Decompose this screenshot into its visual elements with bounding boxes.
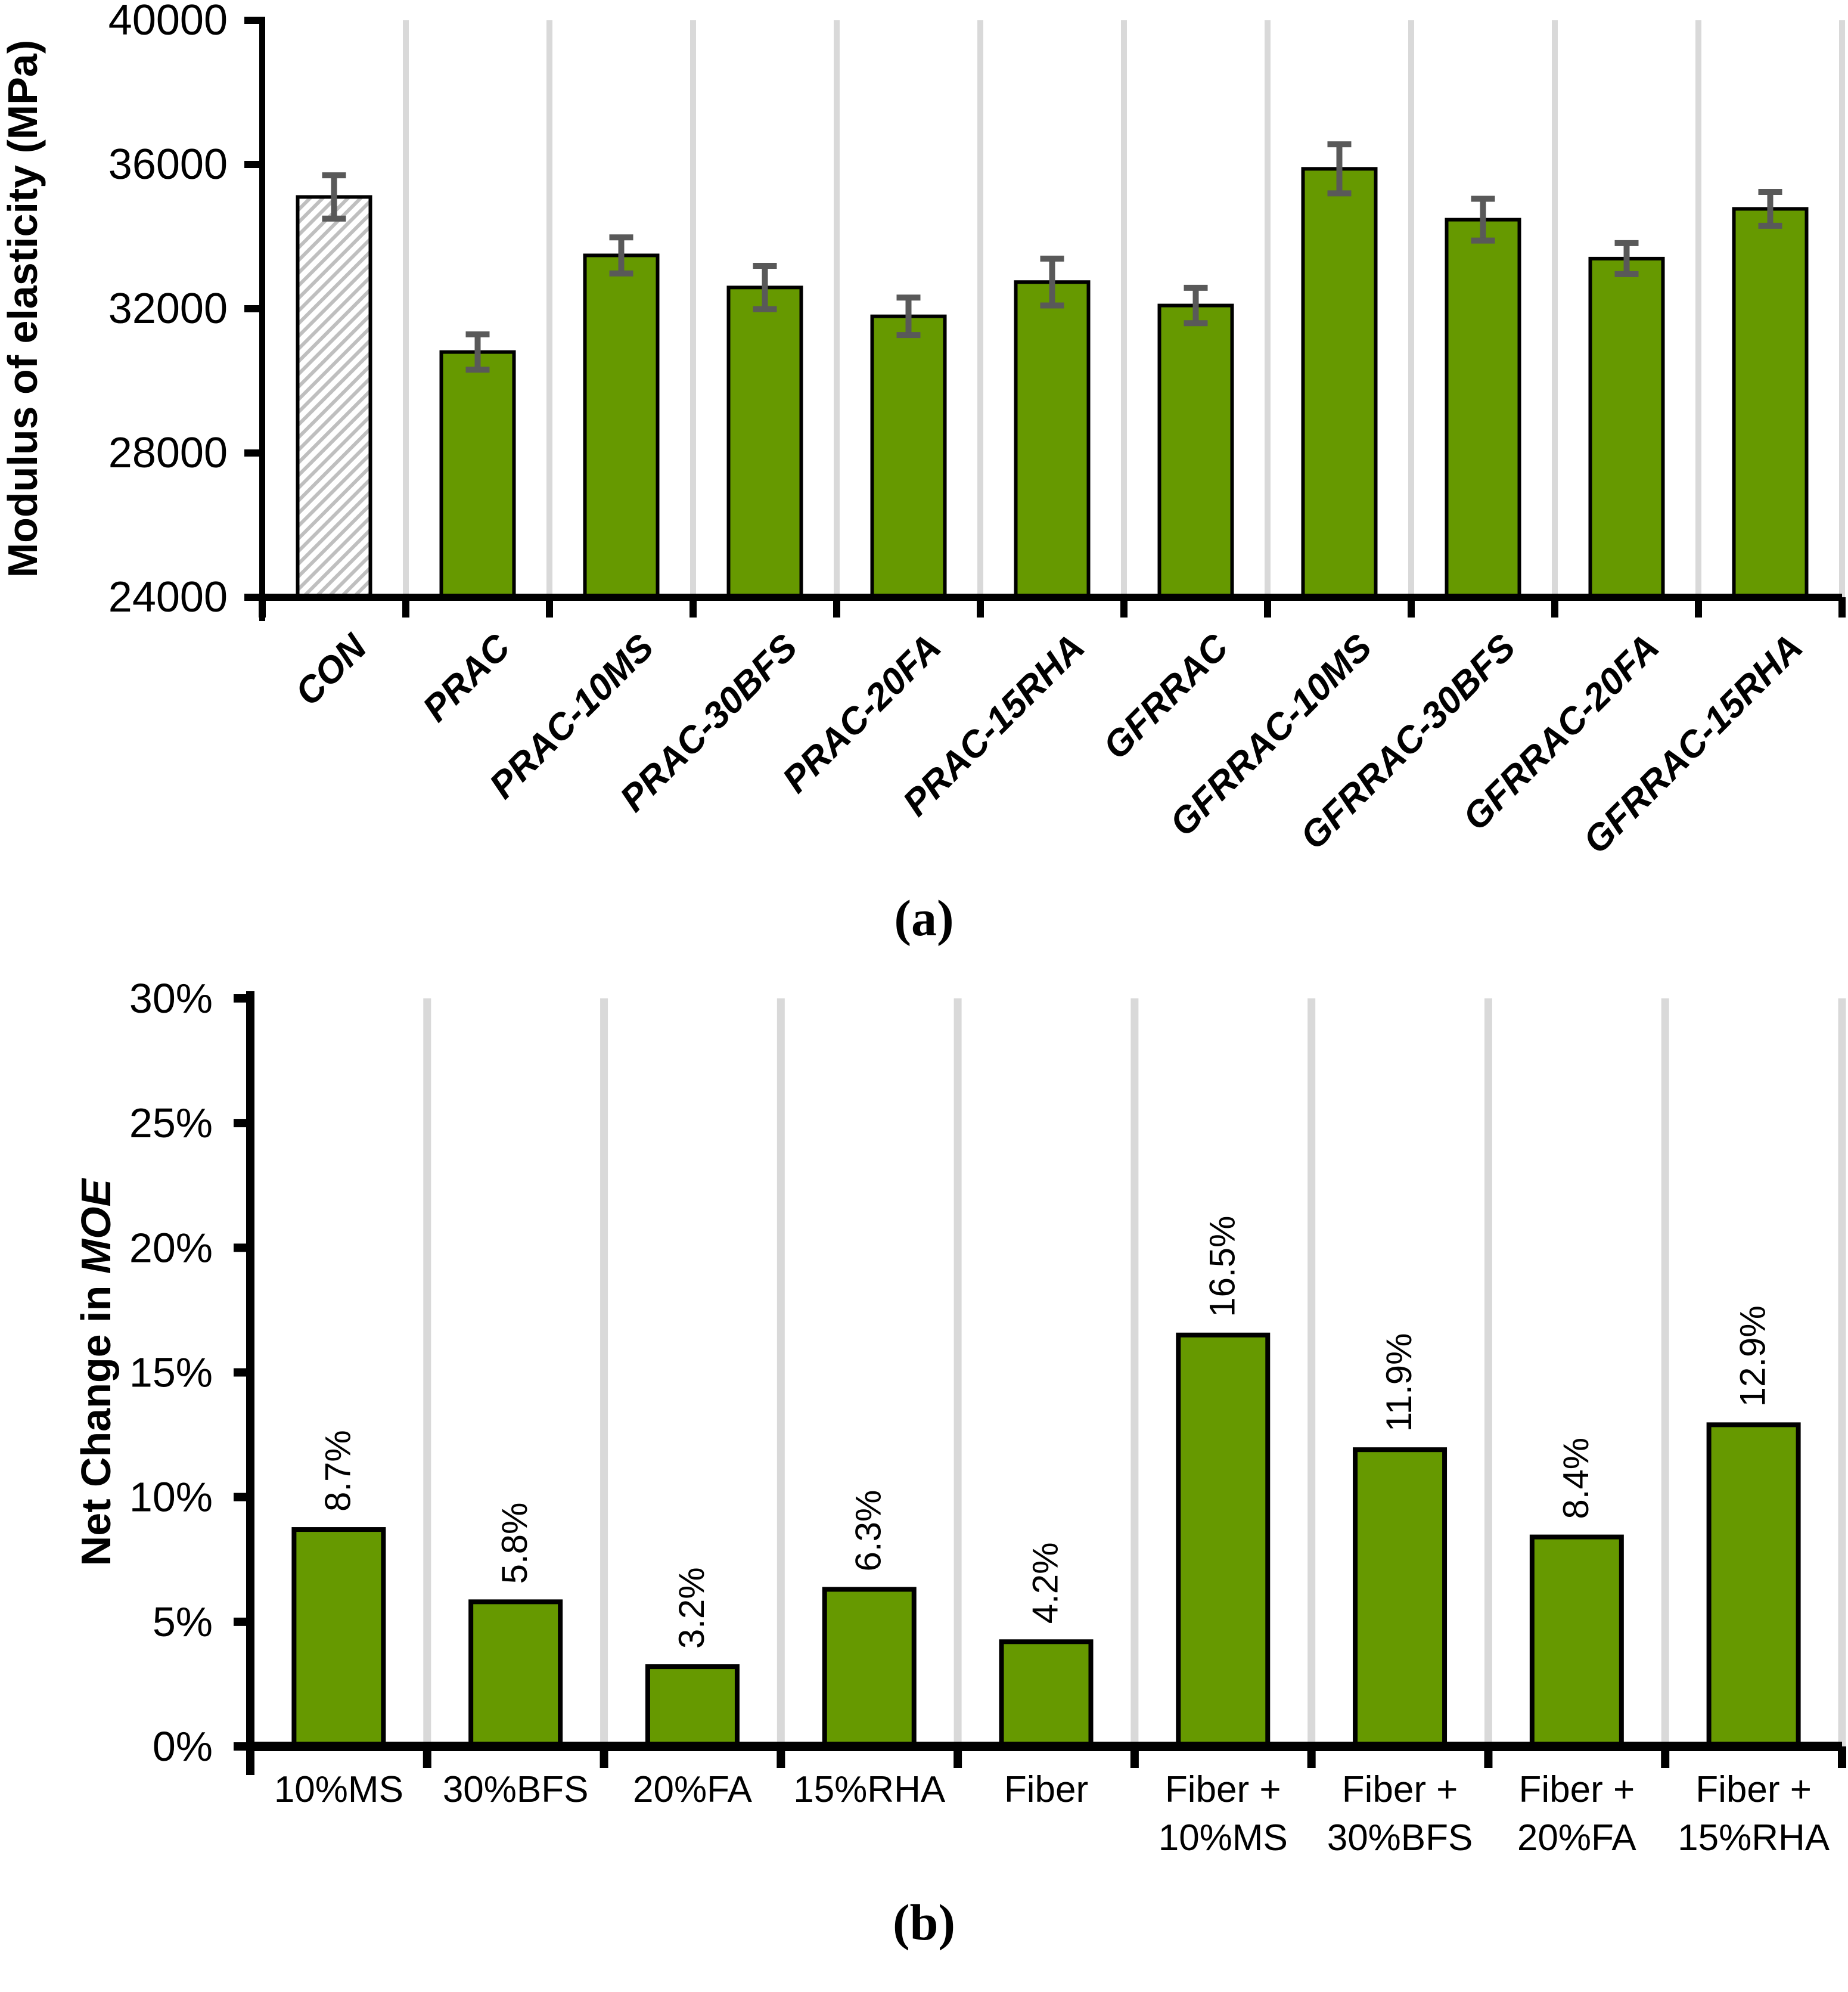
bar-10-ms: [291, 1527, 386, 1749]
y-tick-label: 40000: [108, 0, 228, 44]
value-label: 3.2%: [672, 1567, 712, 1649]
category-label: 15%RHA: [1678, 1817, 1830, 1858]
bar-prac-15rha: [1014, 280, 1091, 600]
caption-b: (b): [892, 1894, 956, 1951]
category-label: GFRRAC: [1095, 626, 1237, 767]
category-label: CON: [287, 626, 375, 713]
y-tick-label: 30%: [129, 975, 213, 1022]
category-label: 10%MS: [1159, 1817, 1288, 1858]
bar-20-fa: [645, 1664, 740, 1749]
value-label: 16.5%: [1202, 1216, 1242, 1317]
bar-30-bfs: [468, 1599, 563, 1749]
chart-b-net-change-in-moe: 8.7% 5.8% 3.2% 6.3% 4.2% 16.5% 11.9% 8.4% 12.9% 0…: [73, 975, 1846, 1858]
category-label: Fiber +: [1518, 1769, 1635, 1810]
y-tick-label: 36000: [108, 141, 228, 188]
bar-con: [296, 195, 372, 599]
value-label: 5.8%: [495, 1503, 535, 1584]
bar-15-rha: [822, 1587, 917, 1749]
y-tick-label: 24000: [108, 573, 228, 621]
bar-fiber-15-rha: [1706, 1422, 1801, 1749]
y-tick-label: 5%: [153, 1599, 213, 1645]
category-label: 10%MS: [274, 1769, 403, 1810]
value-label: 8.4%: [1556, 1438, 1596, 1519]
y-tick-label: 10%: [129, 1474, 213, 1521]
y-tick-label: 28000: [108, 429, 228, 477]
value-label: 11.9%: [1379, 1333, 1419, 1432]
y-axis-title-prefix: Net Change in: [73, 1274, 119, 1566]
bar-gfrrac-15rha: [1732, 207, 1809, 600]
value-label: 4.2%: [1026, 1543, 1066, 1624]
caption-a: (a): [894, 889, 954, 947]
bar-gfrrac-20fa: [1588, 256, 1665, 599]
y-tick-label: 20%: [129, 1224, 213, 1271]
category-label: 15%RHA: [793, 1769, 946, 1810]
bar-fiber-20-fa: [1529, 1534, 1624, 1749]
y-axis-title: Modulus of elasticity (MPa): [0, 40, 46, 578]
category-label: Fiber +: [1695, 1769, 1812, 1810]
value-label: 6.3%: [849, 1490, 889, 1572]
y-tick-label: 15%: [129, 1349, 213, 1396]
bar-gfrrac: [1157, 303, 1234, 599]
value-label: 8.7%: [318, 1430, 358, 1512]
y-tick-label: 0%: [153, 1723, 213, 1770]
bar-gfrrac-30bfs: [1445, 218, 1521, 599]
value-label: 12.9%: [1733, 1305, 1773, 1407]
bar-prac-20fa: [870, 314, 947, 600]
category-label: Fiber: [1004, 1769, 1088, 1810]
bar-prac-10ms: [583, 253, 660, 599]
y-axis-title: Net Change in MOE: [73, 1177, 119, 1566]
category-label: Fiber +: [1165, 1769, 1281, 1810]
bar-prac-30bfs: [726, 286, 803, 599]
category-label: 30%BFS: [1327, 1817, 1473, 1858]
y-axis-title-italic: MOE: [73, 1177, 119, 1274]
bar-fiber-30-bfs: [1353, 1447, 1448, 1749]
bar-gfrrac-10ms: [1301, 167, 1378, 599]
bar-prac: [439, 350, 516, 599]
bar-fiber: [999, 1639, 1094, 1749]
category-label: Fiber +: [1342, 1769, 1458, 1810]
category-label: PRAC: [415, 626, 518, 730]
y-tick-label: 32000: [108, 285, 228, 333]
y-tick-label: 25%: [129, 1100, 213, 1146]
category-label: 30%BFS: [443, 1769, 589, 1810]
category-label: 20%FA: [1517, 1817, 1637, 1858]
category-label: 20%FA: [633, 1769, 753, 1810]
bar-fiber-10-ms: [1176, 1332, 1271, 1749]
